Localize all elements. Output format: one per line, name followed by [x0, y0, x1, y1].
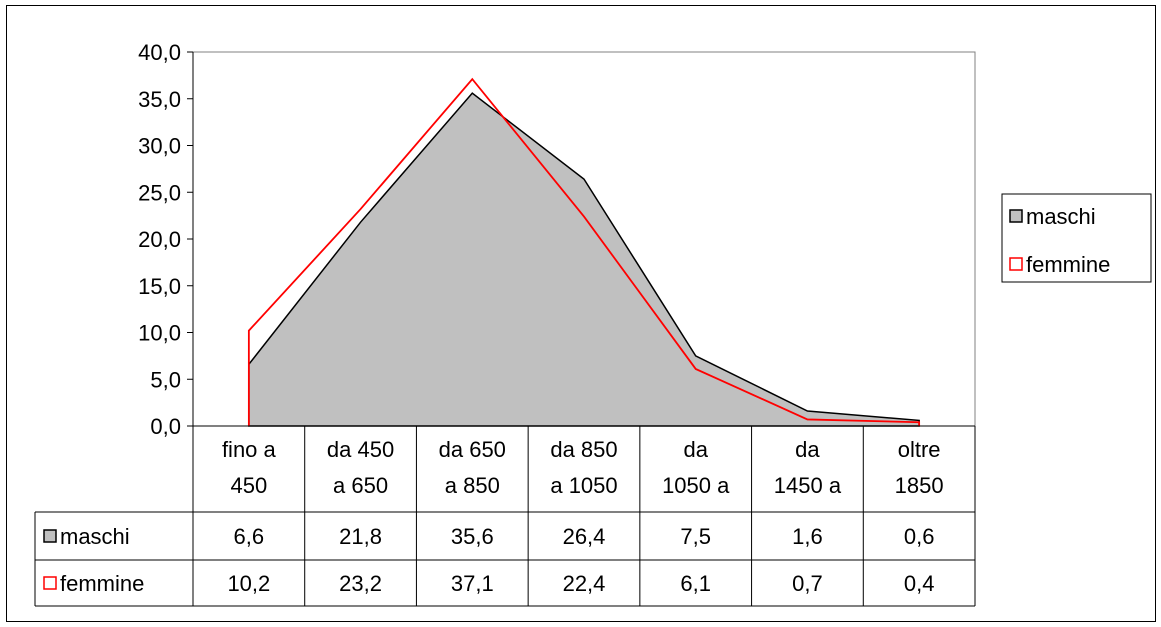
x-tick-label: da [795, 437, 820, 462]
x-tick-label: 450 [230, 473, 267, 498]
table-value: 0,7 [792, 571, 823, 596]
x-tick-label: da 450 [327, 437, 394, 462]
y-tick-label: 0,0 [150, 414, 181, 439]
table-series-name: femmine [60, 571, 144, 596]
table-value: 35,6 [451, 524, 494, 549]
series-femmine-line [247, 77, 921, 426]
table-value: 21,8 [339, 524, 382, 549]
x-tick-label: fino a [222, 437, 277, 462]
table-series-name: maschi [60, 524, 130, 549]
x-tick-label: da 650 [439, 437, 506, 462]
x-tick-label: 1450 a [774, 473, 842, 498]
table-key-maschi [43, 529, 57, 543]
table-value: 6,6 [234, 524, 265, 549]
table-value: 22,4 [563, 571, 606, 596]
table-value: 1,6 [792, 524, 823, 549]
table-value: 6,1 [680, 571, 711, 596]
legend-label-maschi: maschi [1026, 204, 1096, 229]
y-tick-label: 30,0 [138, 134, 181, 159]
table-value: 23,2 [339, 571, 382, 596]
x-tick-label: a 850 [445, 473, 500, 498]
table-value: 7,5 [680, 524, 711, 549]
y-tick-label: 5,0 [150, 367, 181, 392]
y-tick-label: 10,0 [138, 321, 181, 346]
x-tick-label: 1850 [895, 473, 944, 498]
table-value: 0,4 [904, 571, 935, 596]
x-tick-label: da [683, 437, 708, 462]
table-value: 37,1 [451, 571, 494, 596]
y-tick-label: 20,0 [138, 227, 181, 252]
legend-key-femmine [1009, 257, 1023, 271]
x-tick-label: a 1050 [550, 473, 617, 498]
x-tick-label: 1050 a [662, 473, 730, 498]
y-tick-label: 40,0 [138, 40, 181, 65]
y-tick-label: 15,0 [138, 274, 181, 299]
chart-frame [6, 5, 1156, 622]
y-tick-label: 35,0 [138, 87, 181, 112]
table-key-femmine [43, 576, 57, 590]
table-value: 0,6 [904, 524, 935, 549]
x-tick-label: a 650 [333, 473, 388, 498]
table-value: 26,4 [563, 524, 606, 549]
x-tick-label: da 850 [550, 437, 617, 462]
table-value: 10,2 [227, 571, 270, 596]
x-tick-label: oltre [898, 437, 941, 462]
legend-label-femmine: femmine [1026, 252, 1110, 277]
legend-key-maschi [1009, 209, 1023, 223]
y-tick-label: 25,0 [138, 180, 181, 205]
legend-box [1001, 193, 1152, 283]
